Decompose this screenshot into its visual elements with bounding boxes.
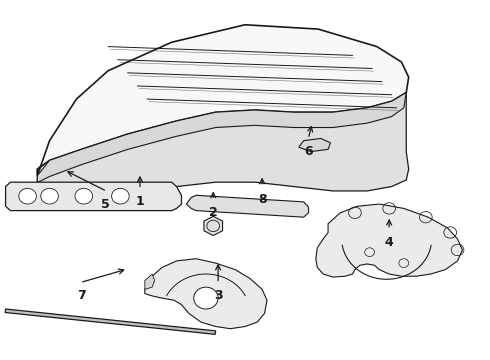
Polygon shape (37, 93, 409, 206)
Polygon shape (145, 259, 267, 329)
Polygon shape (299, 139, 331, 152)
Polygon shape (145, 274, 155, 289)
Text: 3: 3 (214, 289, 222, 302)
Circle shape (75, 188, 93, 204)
Polygon shape (5, 309, 216, 334)
Text: 4: 4 (385, 235, 393, 249)
Polygon shape (5, 182, 181, 211)
Circle shape (194, 287, 218, 309)
Circle shape (112, 188, 129, 204)
Polygon shape (316, 204, 463, 277)
Text: 6: 6 (304, 145, 313, 158)
Polygon shape (37, 93, 406, 183)
Text: 2: 2 (209, 206, 218, 219)
Polygon shape (186, 195, 309, 217)
Text: 5: 5 (101, 198, 110, 211)
Circle shape (19, 188, 36, 204)
Circle shape (41, 188, 58, 204)
Text: 7: 7 (77, 289, 86, 302)
Polygon shape (37, 25, 409, 176)
Polygon shape (204, 216, 222, 235)
Text: 8: 8 (258, 193, 267, 206)
Text: 1: 1 (136, 195, 145, 208)
